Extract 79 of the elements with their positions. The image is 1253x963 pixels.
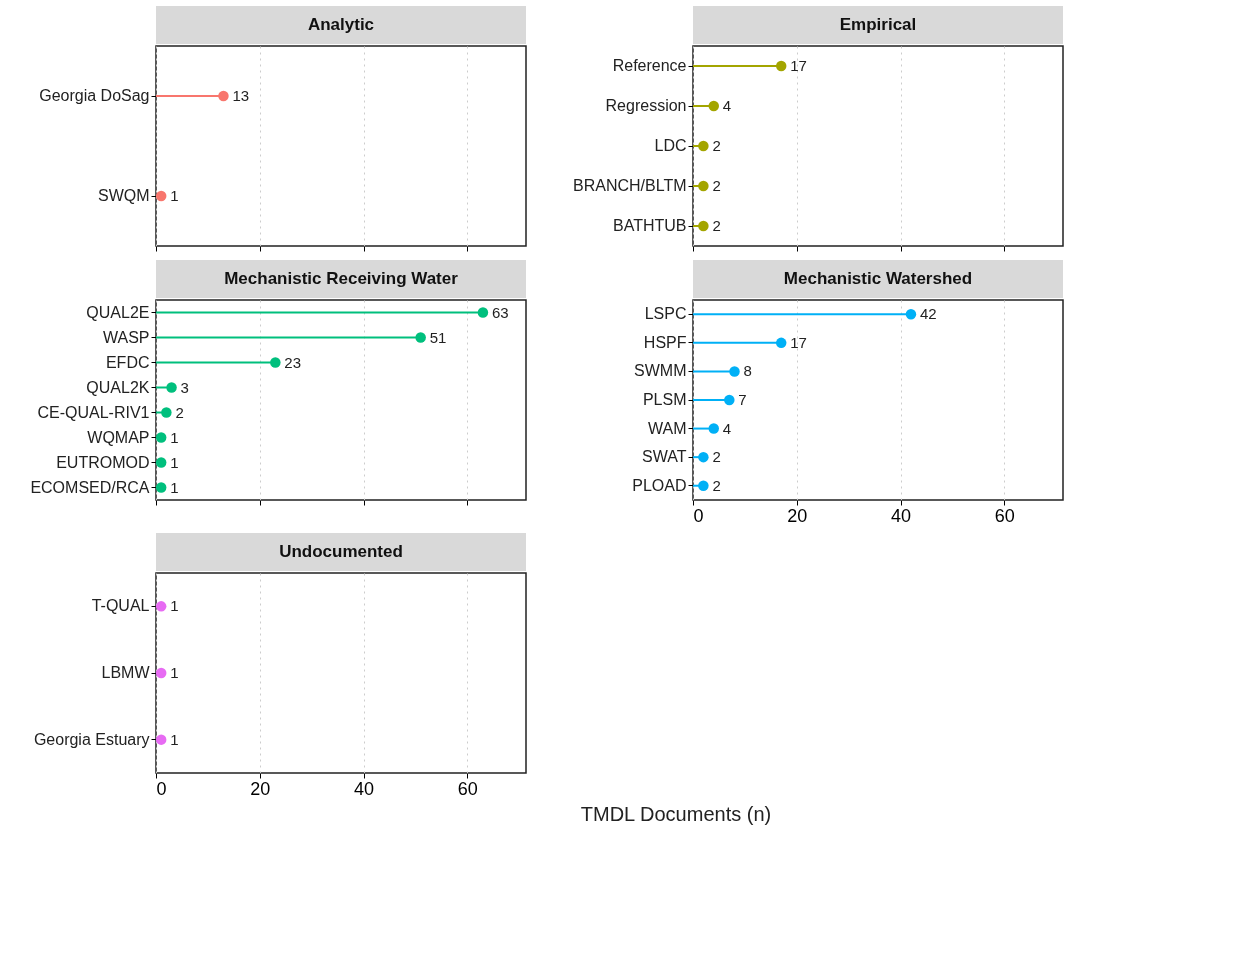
x-tick-label: 0	[156, 778, 167, 799]
y-tick-label: WASP	[102, 328, 150, 346]
y-tick-label: SWAT	[642, 448, 687, 466]
y-tick-label: Georgia DoSag	[39, 87, 150, 104]
data-label: 4	[722, 97, 732, 114]
y-tick-label: EFDC	[105, 353, 150, 371]
data-label: 51	[429, 328, 447, 346]
y-tick-label: WQMAP	[87, 428, 150, 446]
y-tick-label: EUTROMOD	[56, 453, 150, 471]
y-tick-label: QUAL2E	[86, 303, 150, 321]
point	[166, 382, 177, 393]
y-tick-label: HSPF	[643, 333, 687, 351]
y-tick-label: BRANCH/BLTM	[573, 177, 687, 194]
data-label: 2	[712, 137, 721, 154]
chart-title: Empirical	[839, 15, 917, 34]
y-tick-label: LSPC	[644, 305, 687, 323]
y-tick-label: SWQM	[97, 187, 150, 204]
y-tick-label: BATHTUB	[613, 217, 687, 234]
data-label: 17	[790, 333, 807, 351]
data-label: 1	[170, 730, 179, 748]
y-tick-label: LDC	[654, 137, 687, 154]
data-label: 1	[170, 187, 179, 204]
point	[155, 432, 167, 443]
point	[155, 482, 167, 493]
x-tick-label: 60	[994, 505, 1015, 526]
point	[477, 307, 489, 318]
data-label: 23	[284, 353, 302, 371]
data-label: 42	[919, 305, 937, 323]
x-tick-label: 40	[891, 505, 912, 526]
y-tick-label: PLSM	[642, 391, 687, 408]
data-label: 2	[712, 448, 721, 466]
data-label: 7	[738, 391, 747, 408]
x-tick-label: 40	[354, 778, 375, 799]
point	[270, 357, 281, 368]
data-label: 13	[232, 87, 250, 104]
data-label: 17	[790, 57, 807, 74]
y-tick-label: ECOMSED/RCA	[30, 478, 150, 496]
y-tick-label: WAM	[647, 419, 687, 437]
point	[698, 451, 709, 463]
data-label: 2	[712, 476, 721, 494]
data-label: 2	[712, 177, 721, 194]
y-tick-label: SWMM	[634, 362, 687, 380]
point	[775, 337, 787, 349]
point	[161, 407, 172, 418]
point	[724, 394, 735, 406]
point	[698, 480, 709, 491]
x-tick-label: 0	[693, 505, 704, 526]
y-tick-label: T-QUAL	[91, 597, 150, 615]
data-label: 1	[170, 597, 179, 615]
point	[415, 332, 426, 343]
data-label: 63	[491, 303, 509, 321]
data-label: 8	[743, 362, 752, 380]
x-tick-label: 20	[787, 505, 808, 526]
data-label: 4	[722, 419, 732, 437]
chart-title: Mechanistic Watershed	[783, 269, 973, 288]
data-label: 2	[175, 403, 184, 421]
data-label: 1	[170, 664, 179, 681]
data-label: 3	[180, 378, 189, 396]
point	[708, 423, 719, 434]
data-label: 1	[170, 428, 179, 446]
data-label: 2	[712, 217, 721, 234]
y-tick-label: Reference	[612, 57, 687, 74]
chart-title: Undocumented	[279, 542, 403, 561]
y-tick-label: CE-QUAL-RIV1	[37, 403, 150, 421]
data-label: 1	[170, 478, 179, 496]
chart-title: Mechanistic Receiving Water	[224, 269, 459, 288]
y-tick-label: Georgia Estuary	[33, 730, 150, 748]
data-label: 1	[170, 453, 179, 471]
y-tick-label: QUAL2K	[86, 378, 150, 396]
x-tick-label: 20	[250, 778, 271, 799]
x-axis-title: TMDL Documents (n)	[580, 803, 772, 825]
point	[905, 309, 917, 320]
y-tick-label: PLOAD	[632, 476, 687, 494]
y-tick-label: Regression	[605, 97, 687, 114]
x-tick-label: 60	[457, 778, 478, 799]
chart-title: Analytic	[307, 15, 375, 34]
point	[155, 457, 167, 468]
y-tick-label: LBMW	[101, 664, 151, 681]
point	[729, 366, 740, 377]
